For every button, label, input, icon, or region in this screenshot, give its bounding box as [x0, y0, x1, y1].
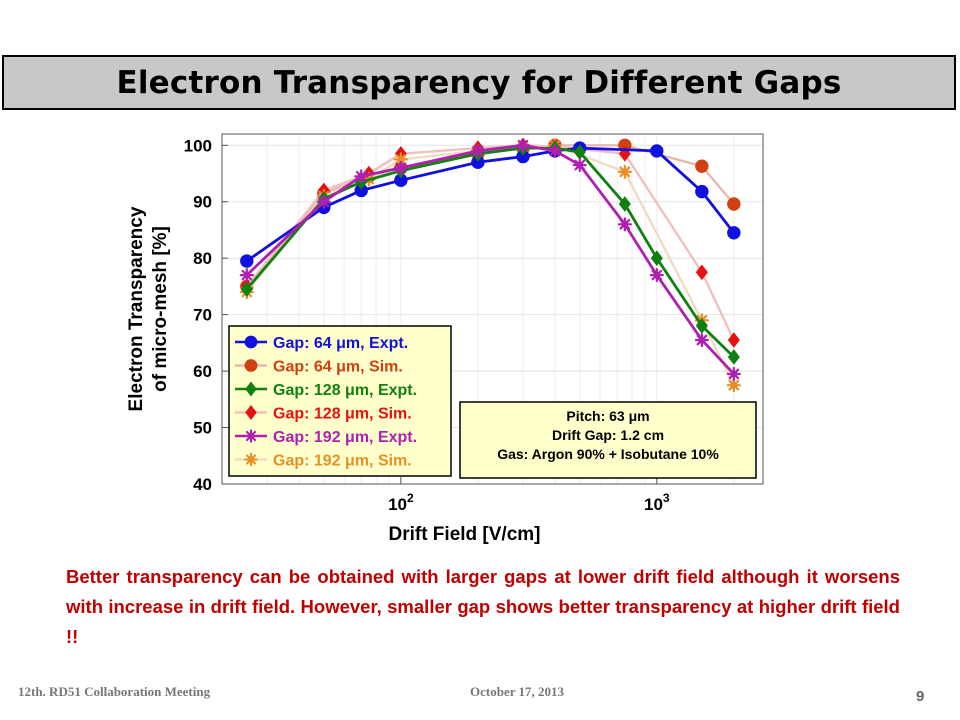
- y-axis-label: Electron Transparency: [126, 206, 147, 411]
- x-axis-label: Drift Field [V/cm]: [388, 524, 540, 545]
- annotation-line: Drift Gap: 1.2 cm: [552, 427, 664, 443]
- data-point-circle: [695, 184, 709, 199]
- data-point-diamond: [240, 281, 253, 298]
- y-tick-label: 100: [184, 136, 212, 155]
- data-point-diamond: [695, 264, 708, 281]
- data-point-star: [393, 160, 408, 175]
- legend-label: Gap: 64 μm, Sim.: [273, 359, 403, 376]
- legend-label: Gap: 192 μm, Sim.: [273, 453, 412, 470]
- annotation-frame: [459, 401, 757, 479]
- data-point-star: [515, 138, 531, 153]
- data-point-diamond: [245, 381, 257, 397]
- series-line: [245, 143, 735, 375]
- legend-item: Gap: 192 μm, Sim.: [235, 453, 412, 470]
- data-point-star: [244, 452, 258, 467]
- data-point-star: [694, 332, 709, 348]
- data-point-circle: [727, 226, 741, 240]
- y-tick-label: 80: [193, 249, 212, 268]
- legend-label: Gap: 128 μm, Expt.: [273, 382, 417, 399]
- slide-title: Electron Transparency for Different Gaps: [116, 64, 842, 101]
- y-tick-label: 90: [193, 193, 212, 212]
- data-point-star: [617, 164, 632, 179]
- annotation-line: Pitch: 63 μm: [566, 408, 649, 424]
- data-point-diamond: [727, 332, 740, 348]
- data-point-circle: [240, 254, 254, 268]
- legend-box: [228, 325, 452, 477]
- data-point-star: [470, 143, 486, 159]
- data-point-diamond: [618, 196, 631, 212]
- legend-item: Gap: 128 μm, Expt.: [235, 381, 417, 399]
- legend-label: Gap: 192 μm, Expt.: [273, 429, 417, 446]
- data-point-diamond: [695, 318, 708, 334]
- data-point-circle: [695, 159, 709, 173]
- x-tick-label: 102: [388, 491, 414, 514]
- data-point-star: [617, 217, 632, 232]
- legend-item: Gap: 192 μm, Expt.: [235, 429, 417, 446]
- data-point-star: [547, 143, 563, 159]
- y-tick-label: 60: [193, 362, 212, 381]
- series-expt-4: [239, 138, 741, 382]
- data-point-circle: [650, 144, 664, 158]
- data-point-star: [572, 157, 587, 173]
- data-point-star: [649, 268, 664, 283]
- legend-label: Gap: 64 μm, Expt.: [273, 335, 408, 352]
- annotation-box: Pitch: 63 μm Drift Gap: 1.2 cm Gas: Argon …: [459, 401, 757, 479]
- data-point-diamond: [245, 405, 257, 420]
- title-bar: Electron Transparency for Different Gaps: [2, 55, 956, 110]
- data-point-diamond: [650, 250, 663, 267]
- data-point-star: [239, 268, 254, 283]
- legend-item: Gap: 128 μm, Sim.: [235, 405, 412, 423]
- data-point-circle: [244, 335, 258, 349]
- data-point-circle: [244, 359, 258, 372]
- x-tick-label: 103: [644, 491, 670, 514]
- data-point-star: [393, 152, 408, 167]
- footer-date: October 17, 2013: [470, 684, 564, 699]
- slide-caption: Better transparency can be obtained with…: [66, 566, 900, 647]
- data-point-star: [726, 366, 741, 382]
- data-point-star: [244, 429, 258, 443]
- data-point-star: [316, 194, 331, 209]
- y-axis-label: of micro-mesh [%]: [150, 226, 171, 392]
- data-point-star: [726, 378, 741, 393]
- y-tick-label: 70: [193, 306, 212, 325]
- y-tick-label: 40: [193, 475, 212, 494]
- footer-meeting: 12th. RD51 Collaboration Meeting: [18, 684, 211, 699]
- legend-item: Gap: 64 μm, Sim.: [235, 359, 403, 376]
- page-number: 9: [916, 688, 925, 705]
- legend-item: Gap: 64 μm, Expt.: [235, 335, 408, 352]
- chart-legend: Gap: 64 μm, Expt. Gap: 64 μm, Sim. Gap: 12…: [228, 325, 452, 477]
- data-point-circle: [727, 197, 741, 211]
- plot-frame: [221, 133, 764, 485]
- legend-label: Gap: 128 μm, Sim.: [273, 406, 412, 423]
- annotation-line: Gas: Argon 90% + Isobutane 10%: [497, 446, 719, 462]
- data-point-diamond: [727, 349, 740, 365]
- data-point-star: [354, 169, 369, 184]
- y-tick-label: 50: [193, 419, 212, 438]
